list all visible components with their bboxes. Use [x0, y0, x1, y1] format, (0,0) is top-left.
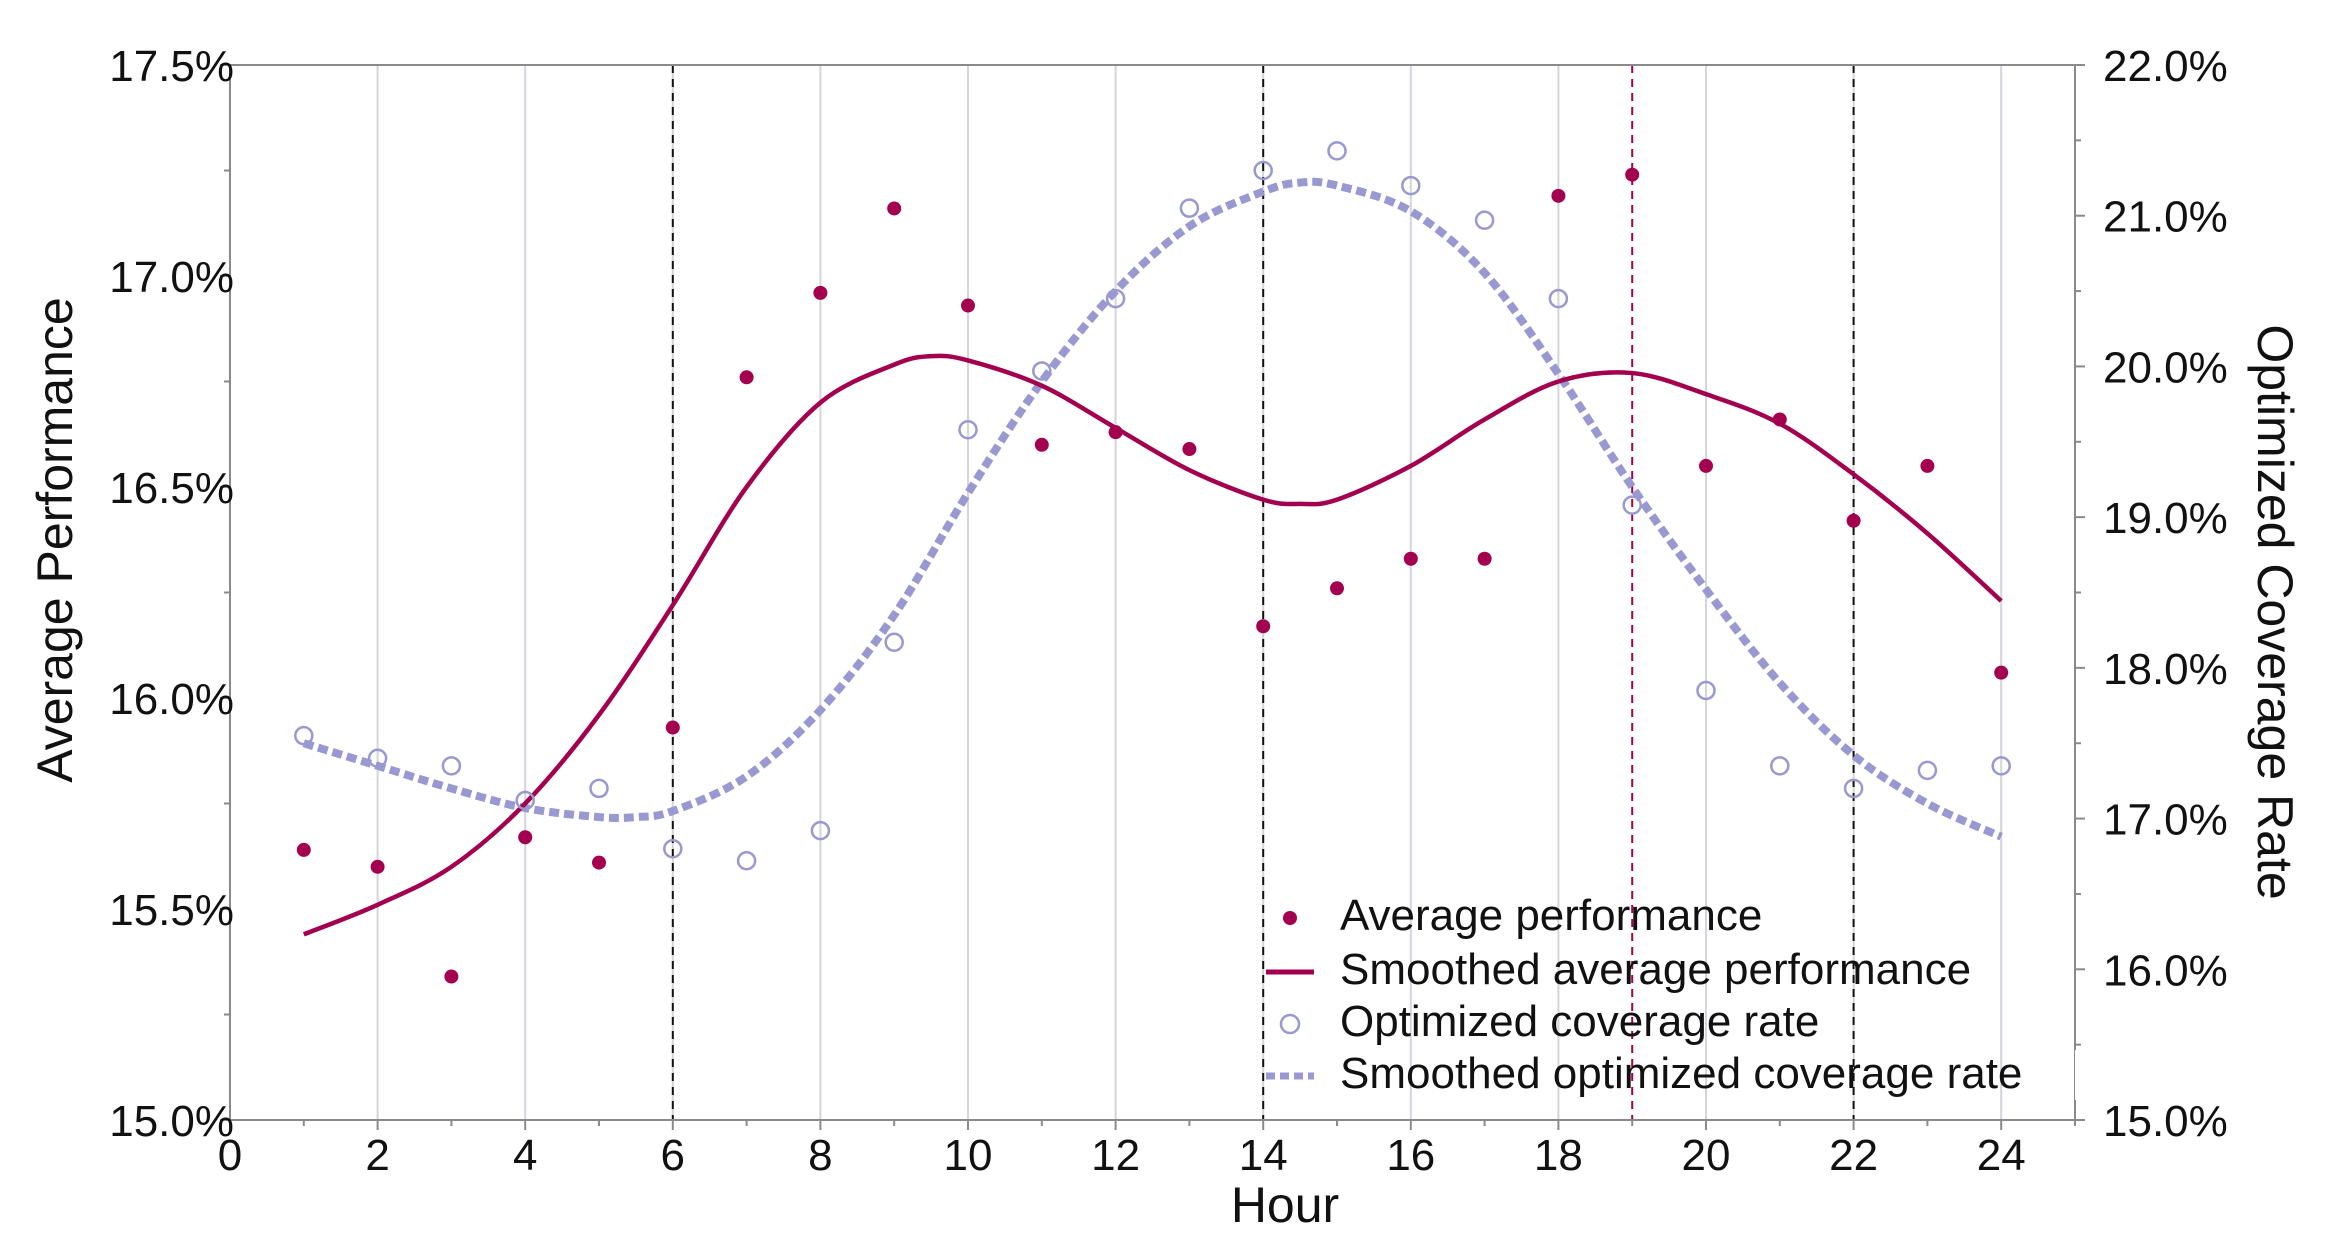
x-tick-label: 20 [1682, 1131, 1731, 1180]
legend-label-smoothed-optimized-coverage-rate: Smoothed optimized coverage rate [1340, 1049, 2022, 1098]
right-y-tick-label: 21.0% [2103, 193, 2228, 242]
reference-lines [671, 65, 1855, 1120]
right-y-tick-label: 18.0% [2103, 645, 2228, 694]
x-tick-label: 2 [365, 1131, 389, 1180]
coverage-point [367, 748, 388, 769]
legend-item-smoothed-average-performance: Smoothed average performance [1266, 945, 1971, 994]
coverage-point [294, 725, 314, 746]
x-axis-title: Hour [1231, 1177, 1339, 1233]
performance-point [961, 298, 975, 313]
coverage-point [1843, 778, 1864, 799]
smoothed-coverage-line [302, 177, 2003, 841]
performance-point [592, 855, 606, 870]
legend-label-average-performance: Average performance [1340, 891, 1762, 940]
coverage-point [884, 632, 904, 652]
performance-point [1772, 412, 1787, 427]
x-tick-label: 22 [1829, 1131, 1878, 1180]
performance-point [1920, 458, 1935, 473]
series-layer [294, 141, 2011, 984]
performance-point [1699, 458, 1713, 473]
coverage-point [1474, 210, 1495, 230]
x-tick-label: 10 [944, 1131, 993, 1180]
coverage-point [515, 790, 535, 811]
left-y-axis-title: Average Performance [27, 297, 83, 782]
x-tick-label: 4 [513, 1131, 537, 1180]
coverage-point [1327, 141, 1347, 161]
right-y-tick-label: 19.0% [2103, 494, 2228, 543]
right-y-tick-label: 15.0% [2103, 1097, 2228, 1146]
performance-point [444, 969, 459, 984]
coverage-point [736, 851, 757, 871]
performance-point [1477, 551, 1492, 566]
coverage-point [1622, 495, 1642, 515]
performance-point [1551, 188, 1566, 203]
coverage-point [1401, 175, 1421, 196]
x-tick-label: 16 [1386, 1131, 1435, 1180]
legend-label-smoothed-average-performance: Smoothed average performance [1340, 945, 1971, 994]
coverage-point [1032, 361, 1052, 381]
x-tick-label: 14 [1239, 1131, 1288, 1180]
performance-point [1625, 167, 1640, 182]
right-y-tick-label: 20.0% [2103, 343, 2228, 392]
coverage-point [1696, 680, 1716, 701]
performance-point [518, 830, 533, 845]
performance-point [296, 842, 311, 857]
right-y-tick-label: 17.0% [2103, 796, 2228, 845]
performance-point [1846, 513, 1861, 528]
coverage-point [1991, 756, 2011, 776]
coverage-point [663, 838, 683, 859]
legend-item-average-performance: Average performance [1283, 891, 1762, 940]
coverage-point [958, 419, 978, 440]
legend-item-smoothed-optimized-coverage-rate: Smoothed optimized coverage rate [1266, 1049, 2022, 1098]
left-y-tick-label: 16.5% [109, 464, 234, 513]
left-y-tick-label: 15.0% [109, 1097, 234, 1146]
performance-point [1330, 581, 1344, 596]
coverage-point [441, 756, 462, 776]
coverage-point [1179, 198, 1200, 218]
coverage-point [1917, 760, 1938, 781]
performance-point [1034, 437, 1049, 452]
coverage-point [810, 820, 831, 841]
coverage-point [1105, 288, 1126, 309]
left-y-tick-label: 15.5% [109, 886, 234, 935]
smoothed-performance-line [302, 353, 2003, 937]
coverage-point [1770, 756, 1790, 776]
performance-point [1108, 425, 1123, 440]
left-y-tick-label: 16.0% [109, 675, 234, 724]
performance-point [813, 285, 828, 300]
x-tick-label: 0 [218, 1131, 242, 1180]
left-y-tick-label: 17.5% [109, 42, 234, 91]
performance-point [1256, 619, 1271, 634]
axes: 0 2 4 6 8 10 12 14 16 18 20 22 2415.0%15.5%16.0%16.5… [109, 42, 2228, 1180]
performance-point [1994, 665, 2009, 680]
performance-point [370, 859, 385, 874]
performance-point [665, 720, 680, 735]
legend-item-optimized-coverage-rate: Optimized coverage rate [1279, 997, 1819, 1046]
legend-clip-mask [2075, 1050, 2095, 1100]
coverage-point [589, 778, 609, 799]
coverage-point [1548, 288, 1569, 309]
performance-point [887, 201, 902, 216]
legend-marker-ring [1279, 1013, 1301, 1035]
right-y-axis-title: Optimized Coverage Rate [2247, 324, 2303, 899]
right-y-tick-label: 16.0% [2103, 946, 2228, 995]
coverage-point [1253, 160, 1273, 181]
performance-point [739, 370, 754, 385]
x-tick-label: 12 [1091, 1131, 1140, 1180]
legend: Average performance Smoothed average per… [1266, 891, 2095, 1100]
right-y-tick-label: 22.0% [2103, 42, 2228, 91]
performance-point [1182, 442, 1197, 457]
legend-label-optimized-coverage-rate: Optimized coverage rate [1340, 997, 1819, 1046]
x-tick-label: 6 [661, 1131, 685, 1180]
left-y-tick-label: 17.0% [109, 253, 234, 302]
performance-point [1403, 551, 1418, 566]
legend-marker-dot [1283, 911, 1297, 925]
x-tick-label: 8 [808, 1131, 832, 1180]
x-tick-label: 18 [1534, 1131, 1583, 1180]
x-tick-label: 24 [1977, 1131, 2026, 1180]
